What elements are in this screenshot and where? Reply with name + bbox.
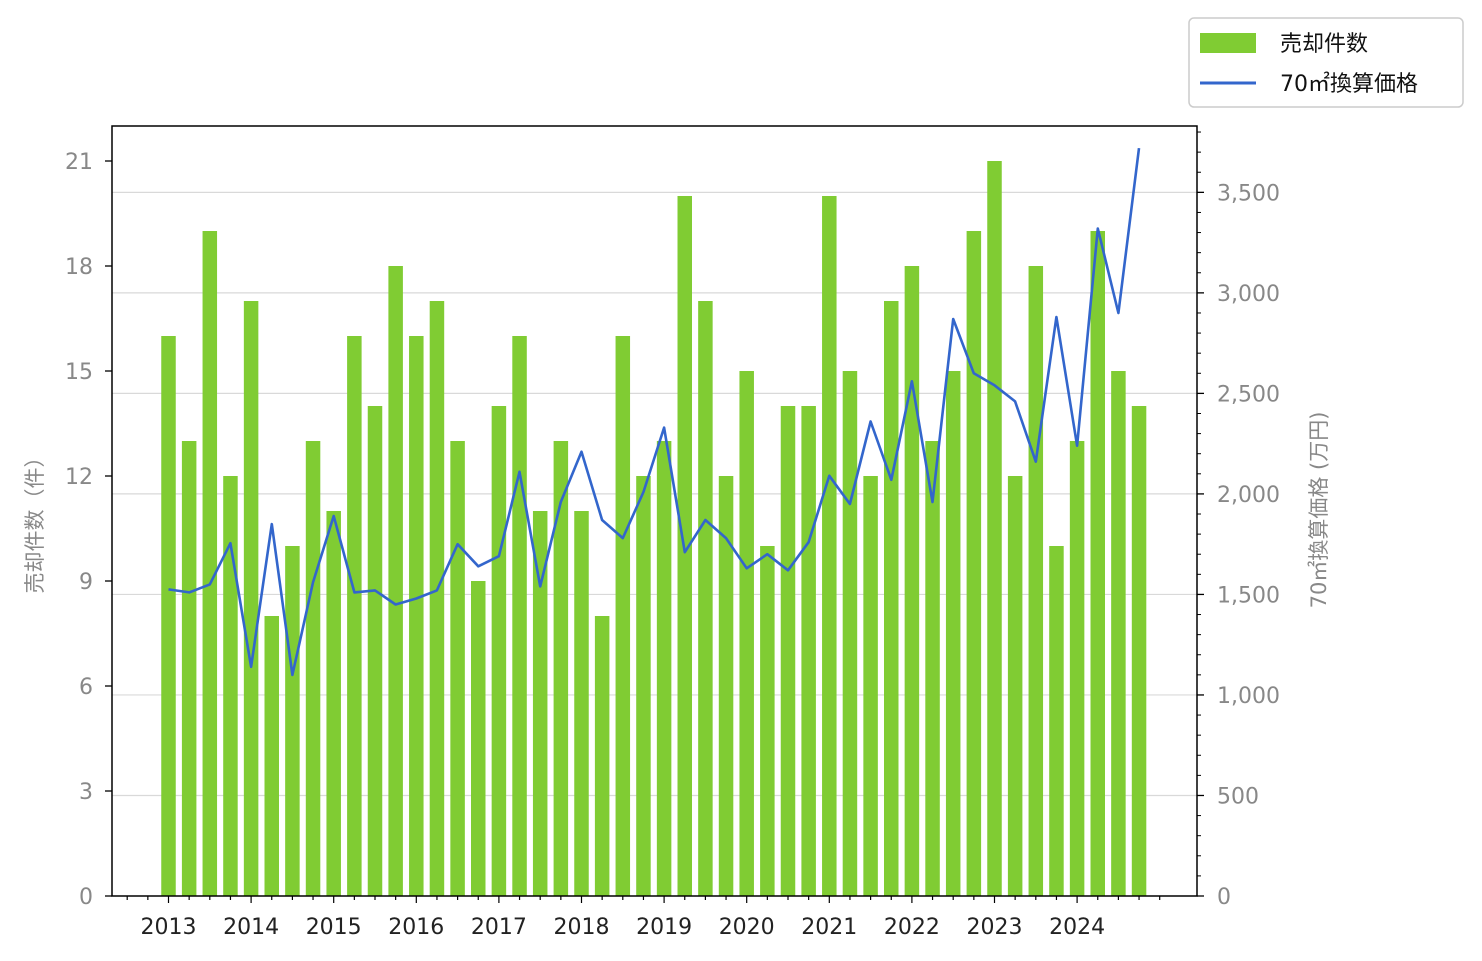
bar [656,441,672,896]
bar [966,231,982,896]
y2-tick-label: 3,000 [1217,282,1280,307]
bar [471,581,486,896]
left-axis-ticks: 0 3 6 9 12 15 18 21 [65,150,112,910]
bar [842,371,858,896]
x-axis-ticks: 2013 2014 2015 2016 2017 2018 2019 2020 2021 2022… [126,896,1161,940]
bar [925,441,940,896]
right-axis-ticks: 0 500 1,000 1,500 2,000 2,500 3,000 3,500 [1197,131,1280,910]
y-tick-label: 21 [65,150,93,175]
x-tick-label: 2024 [1049,915,1105,940]
bar [491,406,507,896]
bar [223,476,238,896]
bar [1131,406,1147,896]
bar [326,511,341,896]
bar [1069,441,1085,896]
y2-tick-label: 0 [1217,885,1231,910]
bar [285,546,300,896]
y-tick-label: 9 [79,570,93,595]
bar [1111,371,1126,896]
bar [161,336,176,896]
y-tick-label: 0 [79,885,93,910]
bar [1028,266,1044,896]
bar [801,406,816,896]
bar [698,301,713,896]
line-series [168,147,1141,677]
x-tick-label: 2017 [471,915,527,940]
bar [305,441,321,896]
bar [636,476,651,896]
y2-tick-label: 1,500 [1217,583,1280,608]
bar [594,616,610,896]
y2-tick-label: 2,500 [1217,382,1280,407]
x-tick-label: 2023 [967,915,1023,940]
bar [243,301,259,896]
y-tick-label: 3 [79,780,93,805]
legend: 売却件数 70㎡換算価格 [1188,17,1464,108]
bar [884,301,899,896]
x-tick-label: 2020 [719,915,775,940]
bar [945,371,961,896]
bar [780,406,796,896]
bar-series [161,161,1147,896]
bar [367,406,383,896]
y-tick-label: 12 [65,465,93,490]
y2-tick-label: 3,500 [1217,181,1280,206]
x-tick-label: 2015 [306,915,362,940]
legend-box [1188,17,1464,108]
y2-tick-label: 500 [1217,784,1259,809]
x-tick-label: 2022 [884,915,940,940]
y-tick-label: 6 [79,675,93,700]
bar [202,231,218,896]
bar [760,546,775,896]
bar [863,476,878,896]
bar [987,161,1002,896]
bar [822,196,837,896]
y-tick-label: 15 [65,360,93,385]
bar [512,336,527,896]
bar [347,336,362,896]
x-tick-label: 2014 [223,915,279,940]
x-tick-label: 2013 [141,915,197,940]
legend-bar-swatch [1200,33,1256,53]
price-line [168,147,1141,677]
bar [1007,476,1023,896]
bar [574,511,589,896]
bar [739,371,754,896]
y-tick-label: 18 [65,255,93,280]
plot-frame [111,125,1198,897]
bar [264,616,279,896]
y-axis-label-right: 70㎡換算価格 (万円) [1307,412,1331,609]
x-tick-label: 2018 [554,915,610,940]
y-axis-label-left: 売却件数（件） [23,447,47,594]
y2-tick-label: 2,000 [1217,483,1280,508]
bar [615,336,631,896]
legend-label-bars: 売却件数 [1280,32,1368,57]
x-tick-label: 2021 [801,915,857,940]
bar [450,441,465,896]
bar [429,301,445,896]
bar [409,336,424,896]
x-tick-label: 2016 [388,915,444,940]
bar [532,511,548,896]
bar [553,441,569,896]
x-tick-label: 2019 [636,915,692,940]
bar [1090,231,1105,896]
bar [718,476,734,896]
bar [1049,546,1064,896]
bar [181,441,197,896]
y2-tick-label: 1,000 [1217,684,1280,709]
bar [904,266,920,896]
legend-label-line: 70㎡換算価格 [1280,71,1418,97]
bar [388,266,403,896]
